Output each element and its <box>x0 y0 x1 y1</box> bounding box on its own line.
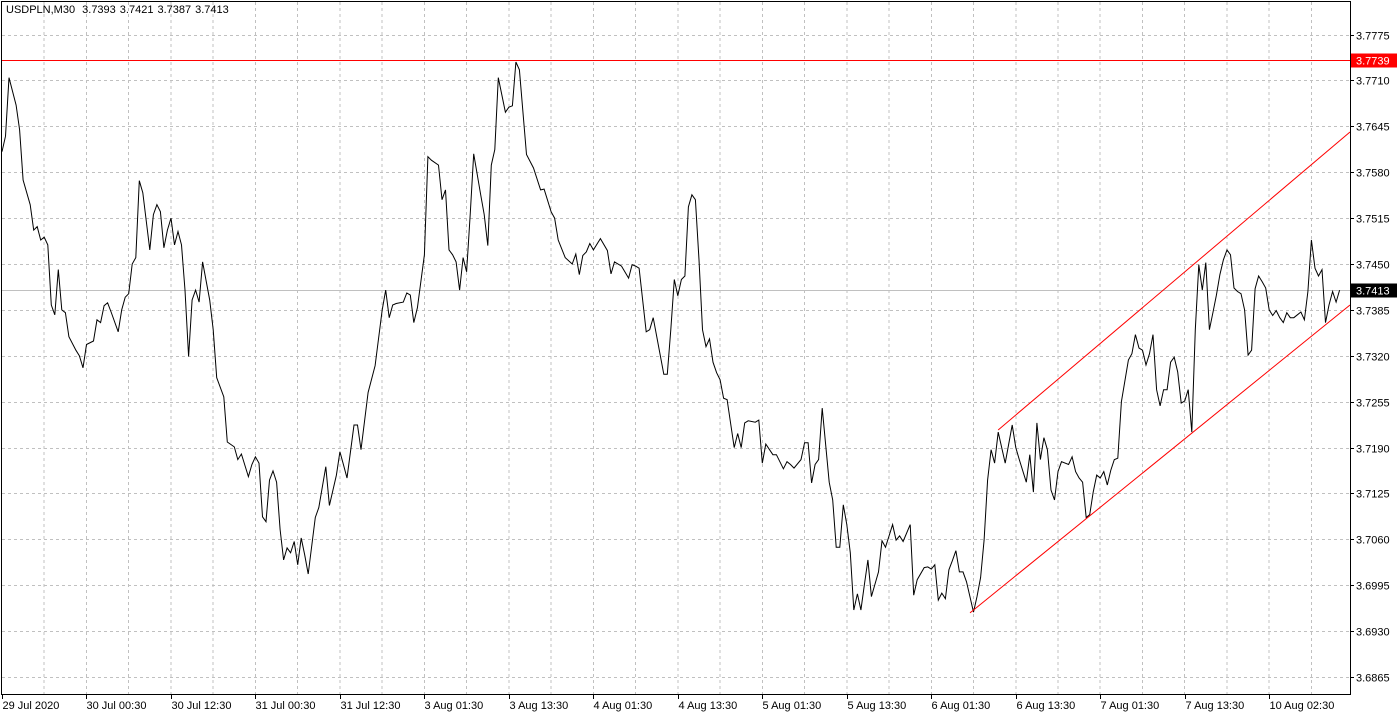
chart-border <box>1 1 1351 695</box>
time-tick-label: 5 Aug 01:30 <box>763 700 822 712</box>
price-tick-label: 3.7320 <box>1356 352 1390 364</box>
horizontal-line-price-label: 3.7739 <box>1356 56 1390 68</box>
time-tick-label: 6 Aug 01:30 <box>932 700 991 712</box>
time-tick-label: 7 Aug 01:30 <box>1101 700 1160 712</box>
time-tick-label: 4 Aug 01:30 <box>594 700 653 712</box>
ohlc-low: 3.7387 <box>157 4 192 16</box>
trendline <box>997 131 1351 431</box>
price-tick-label: 3.7580 <box>1356 168 1390 180</box>
price-tick-label: 3.7255 <box>1356 398 1390 410</box>
symbol-timeframe: USDPLN,M30 <box>6 4 76 16</box>
current-price-badge <box>1351 283 1397 298</box>
trendline <box>969 304 1351 614</box>
price-tick-label: 3.7190 <box>1356 444 1390 456</box>
time-tick-label: 3 Aug 01:30 <box>425 700 484 712</box>
time-tick-label: 4 Aug 13:30 <box>679 700 738 712</box>
time-tick-label: 10 Aug 02:30 <box>1270 700 1335 712</box>
time-tick-label: 3 Aug 13:30 <box>510 700 569 712</box>
price-tick-label: 3.7515 <box>1356 214 1390 226</box>
time-tick-label: 30 Jul 12:30 <box>172 700 232 712</box>
current-price-label: 3.7413 <box>1356 286 1390 298</box>
time-tick-label: 30 Jul 00:30 <box>87 700 147 712</box>
chart-header: USDPLN,M30 3.7393 3.7421 3.7387 3.7413 <box>6 4 233 16</box>
grid <box>2 2 1350 694</box>
price-tick-label: 3.6995 <box>1356 581 1390 593</box>
time-tick-label: 31 Jul 00:30 <box>256 700 316 712</box>
ohlc-close: 3.7413 <box>195 4 229 16</box>
trendlines <box>969 131 1351 614</box>
price-tick-label: 3.7645 <box>1356 122 1390 134</box>
price-tick-label: 3.7710 <box>1356 76 1390 88</box>
price-axis[interactable]: 3.7775 3.7710 3.7645 3.7580 3.7515 3.7450 3.73… <box>1350 31 1397 685</box>
price-tick-label: 3.6930 <box>1356 627 1390 639</box>
time-tick-label: 31 Jul 12:30 <box>341 700 401 712</box>
price-tick-label: 3.7060 <box>1356 535 1390 547</box>
price-tick-label: 3.7450 <box>1356 260 1390 272</box>
horizontal-line-price-badge <box>1351 53 1397 68</box>
price-series <box>1 61 1341 613</box>
price-tick-label: 3.7775 <box>1356 31 1390 43</box>
horizontal-lines <box>2 60 1350 291</box>
ohlc-high: 3.7421 <box>119 4 154 16</box>
time-tick-label: 7 Aug 13:30 <box>1186 700 1245 712</box>
time-tick-label: 5 Aug 13:30 <box>848 700 907 712</box>
price-line <box>1 61 1341 613</box>
chart-frame <box>1 1 1351 695</box>
time-tick-label: 29 Jul 2020 <box>3 700 60 712</box>
price-tick-label: 3.6865 <box>1356 673 1390 685</box>
time-tick-label: 6 Aug 13:30 <box>1017 700 1076 712</box>
price-tick-label: 3.7125 <box>1356 489 1390 501</box>
time-axis[interactable]: 29 Jul 2020 30 Jul 00:30 30 Jul 12:30 31 Ju… <box>2 694 1335 712</box>
ohlc-open: 3.7393 <box>82 4 116 16</box>
price-tick-label: 3.7385 <box>1356 306 1390 318</box>
